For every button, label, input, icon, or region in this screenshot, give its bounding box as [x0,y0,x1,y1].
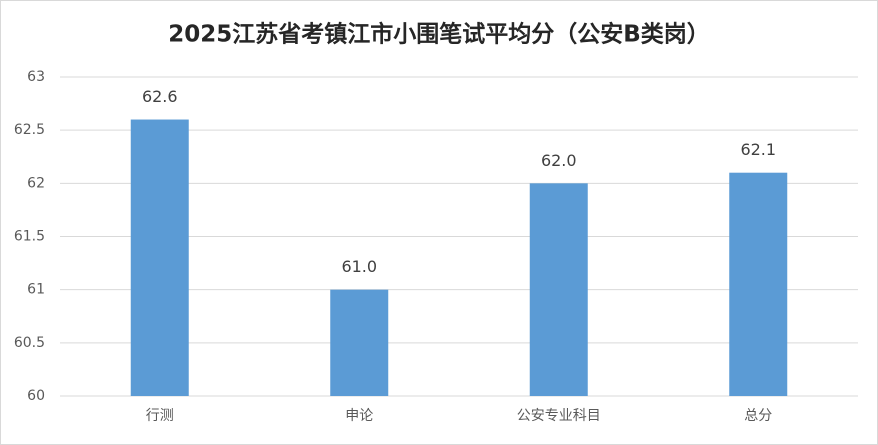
value-label: 62.1 [740,140,776,159]
x-tick-label: 申论 [345,408,373,424]
y-tick-label: 60.5 [14,335,45,351]
y-tick-label: 62.5 [14,122,45,138]
value-label: 61.0 [341,257,377,276]
x-tick-label: 总分 [744,408,772,424]
y-tick-label: 61 [27,282,45,298]
x-tick-label: 行测 [146,408,174,424]
y-tick-label: 61.5 [14,229,45,245]
y-tick-label: 63 [27,69,45,85]
bar [130,119,189,397]
value-label: 62.0 [541,151,577,170]
bar [330,289,389,396]
chart-title: 2025江苏省考镇江市小围笔试平均分（公安B类岗） [168,21,710,48]
y-tick-label: 62 [27,175,45,191]
x-tick-label: 公安专业科目 [517,408,601,424]
bar [529,183,588,396]
value-label: 62.6 [142,87,178,106]
y-tick-label: 60 [27,388,45,404]
bar [729,172,788,396]
